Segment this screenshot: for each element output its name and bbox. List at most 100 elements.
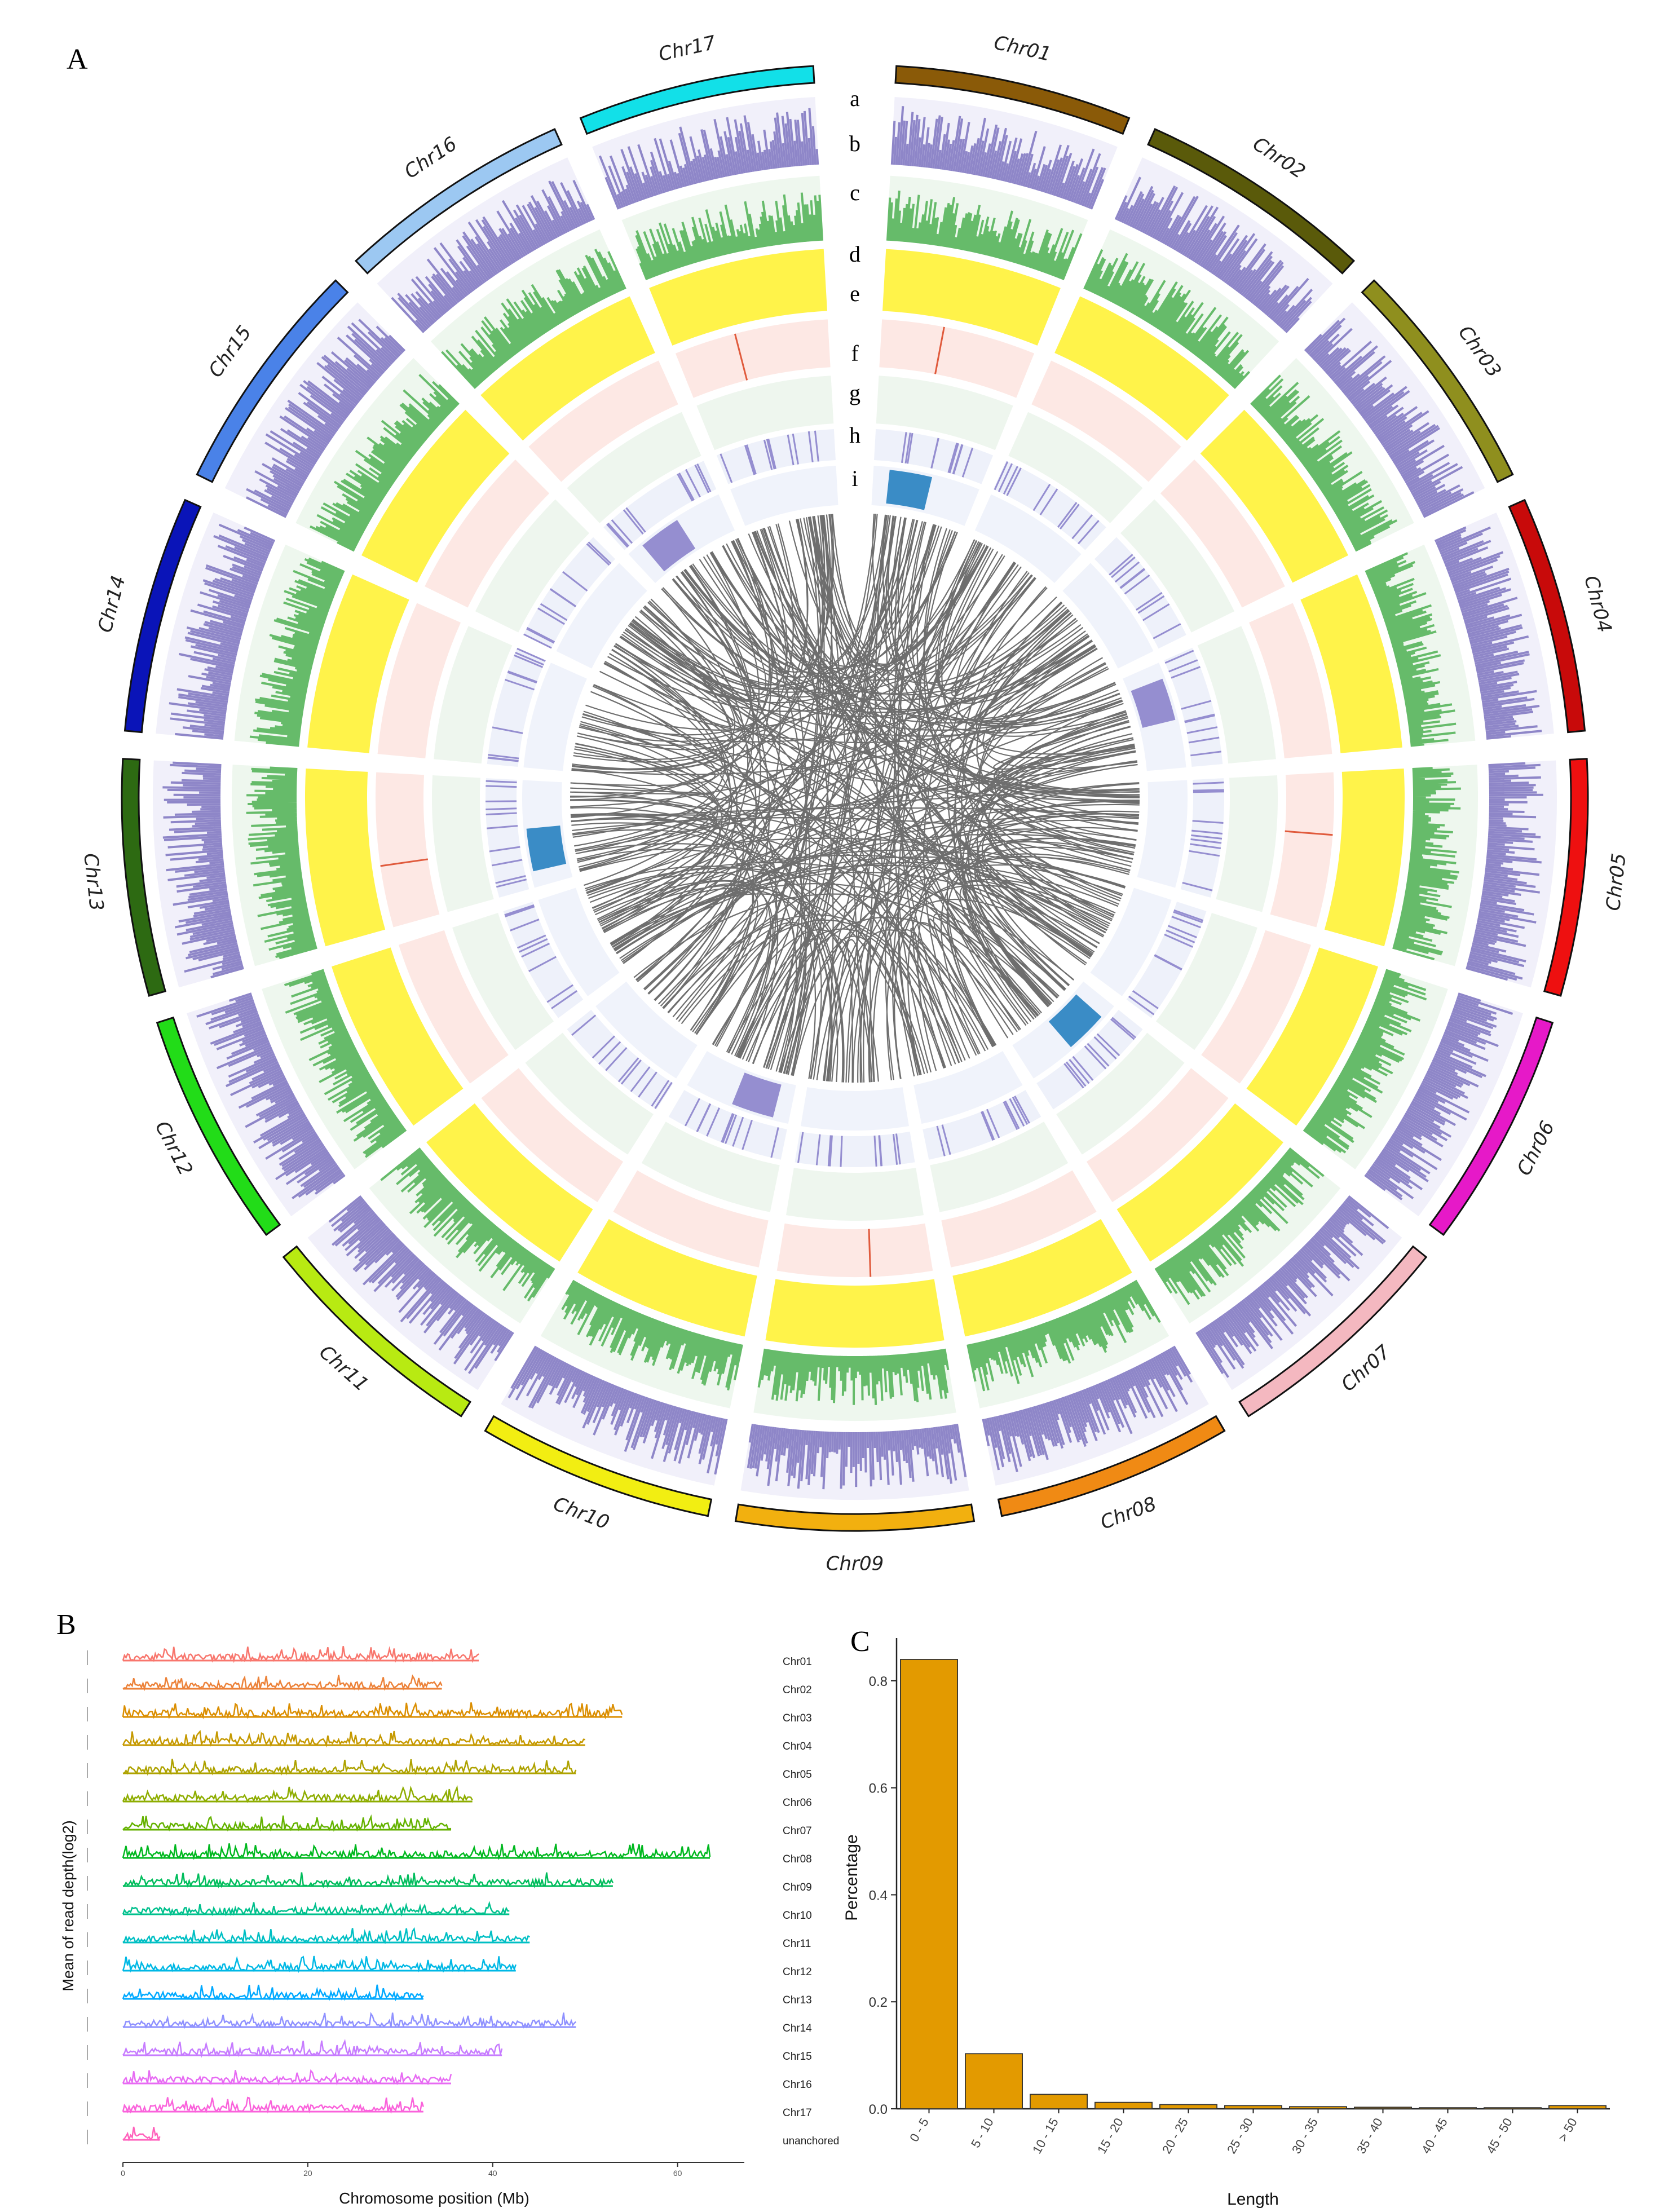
track-f xyxy=(452,913,554,1050)
depth-series-chr03: Chr03 xyxy=(87,1701,812,1724)
x-tick-label: 15 - 20 xyxy=(1094,2116,1126,2156)
bar-6 xyxy=(1288,2106,1347,2109)
bar-3 xyxy=(1094,2101,1153,2109)
gc-content-track xyxy=(952,1218,1132,1337)
variant-track xyxy=(377,603,461,758)
series-line xyxy=(122,2038,503,2058)
series-label: Chr11 xyxy=(783,1938,811,1950)
track-h xyxy=(1137,780,1188,888)
repeat-density-bars xyxy=(1083,249,1251,389)
gc-content-track xyxy=(426,1103,593,1262)
track-h xyxy=(913,1051,1023,1124)
chromosome-label: Chr03 xyxy=(1454,321,1506,382)
series-label: Chr10 xyxy=(783,1910,812,1922)
gene-density-bars xyxy=(1114,176,1313,333)
read-depth-plot: Chr01 Chr02 Chr03 Chr04 Chr05 Chr06 Chr07 Chr08… xyxy=(60,1646,839,2207)
track-letter-h: h xyxy=(849,422,860,448)
bar-1 xyxy=(965,2053,1023,2109)
track-g xyxy=(523,537,616,649)
ideogram-chr07 xyxy=(1238,1245,1428,1418)
series-line xyxy=(122,1701,623,1720)
variant-track xyxy=(613,1170,769,1268)
track-g xyxy=(503,902,584,1018)
chromosome-label: Chr05 xyxy=(1602,852,1631,912)
panel-letter-a: A xyxy=(67,43,88,76)
y-tick-label: 0.4 xyxy=(869,1888,888,1903)
x-tick-label: 35 - 40 xyxy=(1354,2116,1385,2156)
depth-series-chr02: Chr02 xyxy=(87,1674,812,1696)
depth-series-chr05: Chr05 xyxy=(87,1759,812,1781)
series-line xyxy=(122,1955,517,1973)
variant-track xyxy=(1031,360,1181,482)
series-line xyxy=(122,2069,452,2086)
track-h-block xyxy=(642,520,696,572)
depth-series-unanchored: unanchored xyxy=(87,2126,839,2147)
y-axis-title: Mean of read depth(log2) xyxy=(60,1820,77,1991)
track-f xyxy=(434,626,513,764)
x-axis-title: Length xyxy=(1227,2190,1279,2209)
variant-mark xyxy=(1285,830,1333,836)
track-f xyxy=(525,1032,654,1155)
ideogram-chr10 xyxy=(484,1415,713,1517)
variant-track xyxy=(375,772,440,928)
depth-series-chr09: Chr09 xyxy=(87,1872,812,1893)
x-tick-label: 45 - 50 xyxy=(1484,2116,1515,2156)
repeat-density-bars xyxy=(1392,767,1461,961)
bar-7 xyxy=(1353,2107,1412,2109)
gene-density-bars xyxy=(1304,317,1475,518)
chromosome-label: Chr02 xyxy=(1248,133,1309,183)
ideogram-chr12 xyxy=(156,1016,281,1237)
repeat-density-bars xyxy=(886,191,1083,280)
track-f xyxy=(567,412,701,523)
chromosome-label: Chr14 xyxy=(94,573,130,635)
ideogram-chr16 xyxy=(354,128,563,275)
gene-density-bars xyxy=(391,179,595,333)
track-f xyxy=(475,499,589,633)
chromosome-chr09: Chr09 xyxy=(734,1087,976,1575)
chromosome-label: Chr01 xyxy=(992,32,1053,66)
bar-8 xyxy=(1418,2107,1477,2110)
chromosome-label: Chr10 xyxy=(550,1493,612,1534)
repeat-density-bars xyxy=(441,249,626,389)
ideogram-chr02 xyxy=(1147,128,1356,275)
track-g xyxy=(486,778,529,898)
track-f xyxy=(641,1122,780,1212)
track-letter-a: a xyxy=(850,86,860,111)
chromosome-chr05: Chr05 xyxy=(1137,758,1631,997)
chromosome-label: Chr06 xyxy=(1513,1118,1559,1179)
repeat-density-bars xyxy=(246,766,317,960)
track-h xyxy=(523,663,587,771)
track-g-marks xyxy=(1182,782,1224,891)
x-tick-label: 0 xyxy=(121,2169,125,2178)
chromosome-label: Chr04 xyxy=(1579,573,1616,635)
track-f xyxy=(1008,412,1143,523)
ideogram-chr17 xyxy=(579,65,815,135)
series-label: Chr09 xyxy=(783,1882,812,1893)
series-line xyxy=(122,1872,614,1889)
x-tick-label: 20 xyxy=(303,2169,312,2178)
series-line xyxy=(122,1759,577,1776)
track-letter-d: d xyxy=(849,241,860,267)
variant-track xyxy=(879,319,1035,398)
chromosome-chr10: Chr10 xyxy=(484,1051,796,1534)
track-g xyxy=(993,461,1106,550)
track-f xyxy=(785,1168,924,1221)
depth-series-chr16: Chr16 xyxy=(87,2069,812,2091)
gc-content-track xyxy=(480,296,655,441)
chromosome-chr17: Chr17 xyxy=(579,32,838,526)
chromosome-label: Chr11 xyxy=(315,1341,373,1396)
chromosome-label: Chr17 xyxy=(656,32,718,67)
y-axis-title: Percentage xyxy=(842,1834,861,1920)
bar-5 xyxy=(1224,2105,1282,2109)
gc-content-track xyxy=(361,409,510,583)
track-g-marks xyxy=(504,904,578,1009)
series-label: Chr05 xyxy=(783,1769,812,1781)
repeat-density-bars xyxy=(310,374,460,552)
series-label: Chr17 xyxy=(783,2107,812,2119)
track-g-marks xyxy=(606,463,712,548)
series-line xyxy=(122,1646,479,1663)
track-letter-c: c xyxy=(850,180,860,205)
gene-density-bars xyxy=(1434,526,1542,740)
series-label: Chr04 xyxy=(783,1741,812,1752)
gene-density-bars xyxy=(162,761,244,979)
